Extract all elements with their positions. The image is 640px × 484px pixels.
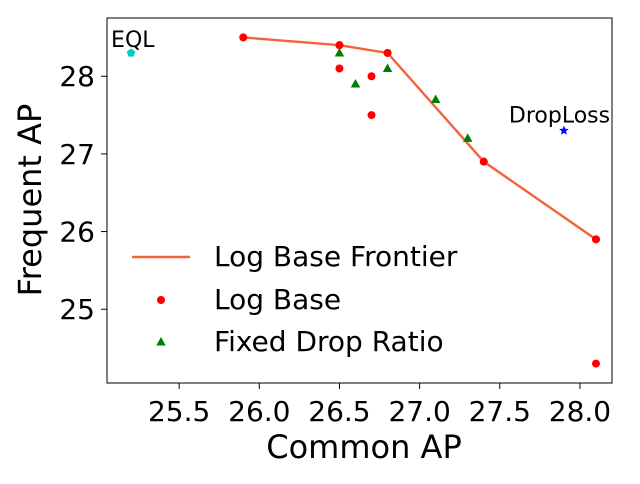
log-base-point xyxy=(239,33,248,42)
x-axis-label: Common AP xyxy=(266,428,461,466)
fixed-drop-ratio-point xyxy=(350,79,361,88)
fixed-drop-ratio-point xyxy=(430,94,441,104)
log-base-point xyxy=(367,111,376,120)
x-tick-label: 26.5 xyxy=(308,395,370,428)
log-base-point xyxy=(479,157,488,166)
legend-label: Log Base Frontier xyxy=(214,240,458,273)
log-base-point xyxy=(335,41,344,50)
droploss-label: DropLoss xyxy=(509,104,610,129)
x-tick-label: 27.5 xyxy=(469,395,531,428)
y-tick-label: 27 xyxy=(59,138,95,171)
eql-label: EQL xyxy=(111,28,155,53)
log-base-point xyxy=(591,359,600,368)
y-tick-label: 25 xyxy=(59,293,95,326)
legend-triangle-swatch xyxy=(156,337,166,346)
x-tick-label: 27.0 xyxy=(388,395,450,428)
eql-point xyxy=(126,48,136,57)
y-tick-label: 28 xyxy=(59,60,95,93)
legend-label: Log Base xyxy=(214,283,341,316)
legend: Log Base Frontier Log Base Fixed Drop Rati… xyxy=(132,240,458,358)
x-tick-label: 28.0 xyxy=(549,395,611,428)
plot-area xyxy=(106,17,613,384)
x-tick-label: 25.5 xyxy=(148,395,210,428)
y-axis-label: Frequent AP xyxy=(11,104,49,297)
log-base-point xyxy=(335,64,344,73)
x-axis-ticks: 25.5 26.0 26.5 27.0 27.5 28.0 xyxy=(148,383,611,428)
fixed-drop-ratio-point xyxy=(382,63,393,72)
chart-annotations: EQL DropLoss xyxy=(111,28,610,135)
fixed-drop-ratio-point xyxy=(462,133,473,142)
y-axis-ticks: 25 26 27 28 xyxy=(59,60,107,326)
log-base-point xyxy=(591,235,600,244)
log-base-point xyxy=(367,72,376,81)
log-base-point xyxy=(383,48,392,57)
legend-label: Fixed Drop Ratio xyxy=(214,325,444,358)
x-tick-label: 26.0 xyxy=(228,395,290,428)
droploss-point xyxy=(559,125,569,135)
legend-circle-swatch xyxy=(157,296,165,304)
fixed-drop-ratio-point xyxy=(334,47,345,57)
chart-marks xyxy=(239,33,600,368)
y-tick-label: 26 xyxy=(59,216,95,249)
